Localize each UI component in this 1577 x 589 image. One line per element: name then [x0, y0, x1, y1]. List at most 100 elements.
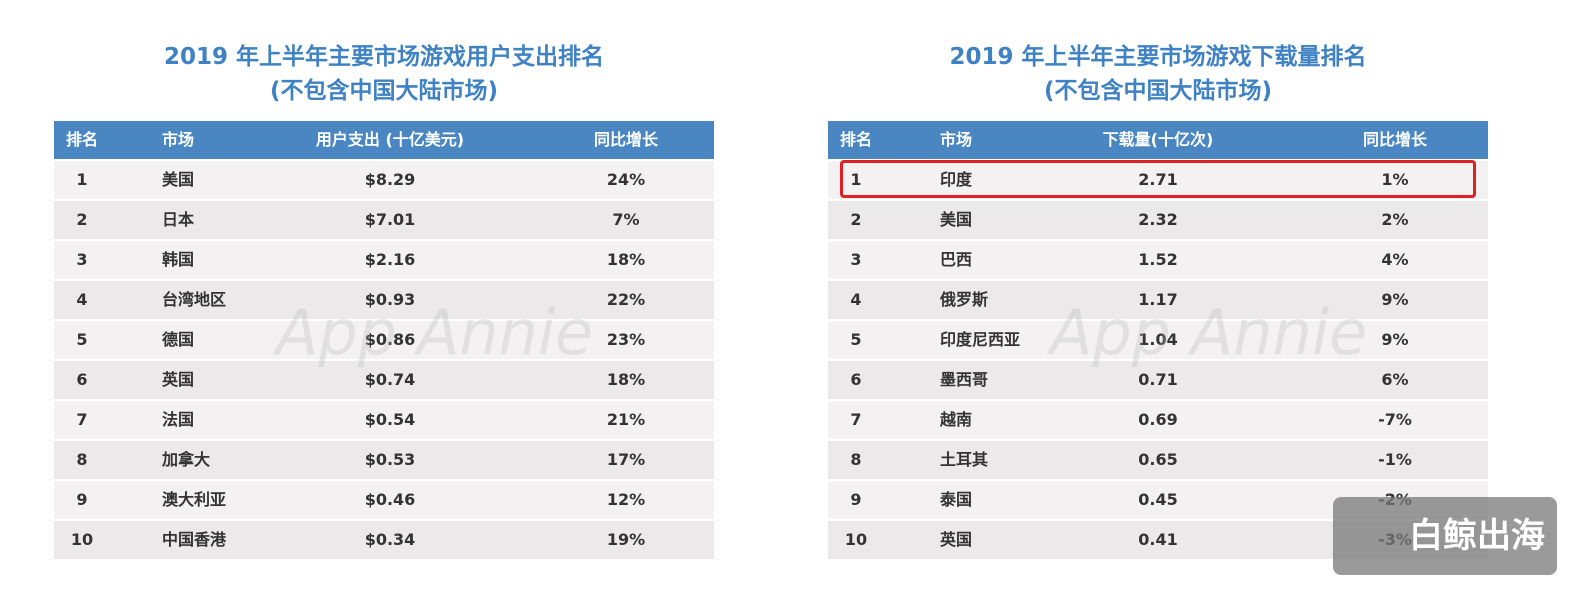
table-cell: 澳大利亚: [162, 490, 227, 509]
table-row: 6 墨西哥 0.71 6%: [828, 359, 1488, 399]
table-cell: 0.71: [1138, 370, 1178, 389]
table-cell: 2.32: [1138, 210, 1178, 229]
table-row: 1 印度 2.71 1%: [828, 159, 1488, 199]
header-cell: 同比增长: [1362, 130, 1428, 149]
table-cell: 英国: [940, 530, 973, 549]
table-cell: 10: [70, 530, 94, 549]
header-cell: 市场: [162, 130, 195, 149]
table-cell: 1: [76, 170, 88, 189]
table-cell: 9%: [1381, 330, 1409, 349]
table-cell: $8.29: [364, 170, 416, 189]
header-row: 排名 市场 用户支出 (十亿美元) 同比增长: [54, 121, 714, 159]
header-cell: 排名: [839, 130, 873, 149]
table-cell: 1%: [1381, 170, 1409, 189]
table-cell: 英国: [162, 370, 195, 389]
table-cell: 7%: [612, 210, 640, 229]
table-row: 3 韩国 $2.16 18%: [54, 239, 714, 279]
table-cell: 8: [76, 450, 88, 469]
table-cell: 日本: [162, 210, 195, 229]
table-cell: 韩国: [162, 250, 195, 269]
header-cell: 排名: [65, 130, 99, 149]
table-cell: 5: [850, 330, 862, 349]
table-cell: 越南: [940, 410, 973, 429]
table-cell: $0.93: [364, 290, 416, 309]
header-cell: 同比增长: [593, 130, 659, 149]
table-cell: 3: [850, 250, 862, 269]
table-cell: 中国香港: [162, 530, 227, 549]
table: 排名 市场 用户支出 (十亿美元) 同比增长 1 美国 $8.29 24% 2 日本 $7.01 7%…: [54, 121, 714, 559]
header-cell: 下载量(十亿次): [1102, 130, 1214, 149]
table-cell: $7.01: [364, 210, 416, 229]
table-cell: 9%: [1381, 290, 1409, 309]
table-cell: $0.54: [364, 410, 416, 429]
table-cell: 美国: [940, 210, 973, 229]
table-row: 8 土耳其 0.65 -1%: [828, 439, 1488, 479]
table-cell: 8: [850, 450, 862, 469]
table-title: (不包含中国大陆市场): [269, 78, 499, 104]
table-cell: 美国: [162, 170, 195, 189]
table-cell: 6%: [1381, 370, 1409, 389]
table-cell: 17%: [606, 450, 646, 469]
table-cell: 0.69: [1138, 410, 1178, 429]
table-row: 10 中国香港 $0.34 19%: [54, 519, 714, 559]
table-cell: 1.52: [1138, 250, 1178, 269]
table-cell: 2: [850, 210, 862, 229]
table-cell: 加拿大: [162, 450, 211, 469]
table-cell: 2.71: [1138, 170, 1178, 189]
table-cell: 巴西: [940, 250, 973, 269]
table-cell: 10: [844, 530, 868, 549]
table-cell: 法国: [162, 410, 195, 429]
table-cell: 4: [76, 290, 88, 309]
table-cell: -1%: [1378, 450, 1412, 469]
logo: 白鲸出海: [1333, 497, 1557, 575]
table-cell: 0.45: [1138, 490, 1178, 509]
table: 排名 市场 下载量(十亿次) 同比增长 1 印度 2.71 1% 2 美国 2.32 2% 3 巴西 1.5…: [828, 121, 1488, 559]
table-cell: 19%: [606, 530, 646, 549]
table-cell: 印度尼西亚: [940, 330, 1021, 349]
table-cell: 4: [850, 290, 862, 309]
table-cell: 5: [76, 330, 88, 349]
table-cell: $0.53: [364, 450, 416, 469]
header-row: 排名 市场 下载量(十亿次) 同比增长: [828, 121, 1488, 159]
table-cell: 7: [850, 410, 862, 429]
table-cell: 6: [76, 370, 88, 389]
table-row: 5 印度尼西亚 1.04 9%: [828, 319, 1488, 359]
table-title: (不包含中国大陆市场): [1043, 78, 1273, 104]
table-cell: -7%: [1378, 410, 1412, 429]
table-row: 4 俄罗斯 1.17 9%: [828, 279, 1488, 319]
table-cell: 24%: [606, 170, 646, 189]
table-cell: 4%: [1381, 250, 1409, 269]
table-row: 7 法国 $0.54 21%: [54, 399, 714, 439]
watermark: App Annie: [1050, 296, 1368, 369]
table-cell: 2: [76, 210, 88, 229]
table-row: 4 台湾地区 $0.93 22%: [54, 279, 714, 319]
table-cell: $2.16: [364, 250, 416, 269]
table-cell: 3: [76, 250, 88, 269]
watermark: App Annie: [276, 296, 594, 369]
table-cell: 德国: [162, 330, 195, 349]
highlight-box: [840, 160, 1476, 198]
table-cell: 9: [850, 490, 862, 509]
table-row: 7 越南 0.69 -7%: [828, 399, 1488, 439]
table-cell: 1: [850, 170, 862, 189]
table-cell: 泰国: [940, 490, 973, 509]
table-row: 6 英国 $0.74 18%: [54, 359, 714, 399]
table-cell: $0.46: [364, 490, 416, 509]
table-cell: 7: [76, 410, 88, 429]
table-cell: 12%: [606, 490, 646, 509]
table-cell: 台湾地区: [162, 290, 227, 309]
table-cell: 印度: [940, 170, 973, 189]
table-cell: 墨西哥: [940, 370, 989, 389]
table-row: 3 巴西 1.52 4%: [828, 239, 1488, 279]
table-title: 2019 年上半年主要市场游戏下载量排名: [949, 44, 1367, 70]
table-cell: 0.41: [1138, 530, 1178, 549]
table-title: 2019 年上半年主要市场游戏用户支出排名: [163, 44, 605, 70]
table-row: 1 美国 $8.29 24%: [54, 159, 714, 199]
table-cell: $0.74: [364, 370, 416, 389]
table-cell: 1.04: [1138, 330, 1178, 349]
table-cell: 6: [850, 370, 862, 389]
table-row: 8 加拿大 $0.53 17%: [54, 439, 714, 479]
header-cell: 市场: [940, 130, 973, 149]
table-cell: 俄罗斯: [940, 290, 989, 309]
